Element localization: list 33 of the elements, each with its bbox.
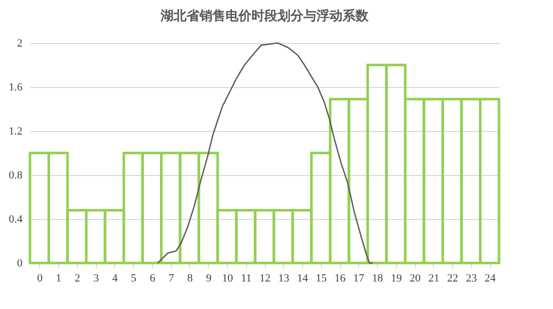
x-tick-label: 21 [428, 272, 440, 284]
x-tick-label: 3 [93, 272, 100, 284]
x-tick-label: 15 [316, 272, 328, 284]
x-tick-label: 7 [168, 272, 174, 284]
y-tick-label: 1.6 [8, 82, 23, 94]
x-tick-label: 13 [278, 272, 290, 284]
x-tick-label: 18 [372, 272, 384, 284]
y-tick-label: 2 [17, 38, 22, 50]
x-tick-label: 10 [222, 272, 234, 284]
x-tick-label: 6 [150, 272, 156, 284]
x-tick-label: 0 [37, 272, 44, 284]
x-tick-label: 9 [206, 272, 212, 284]
x-tick-label: 23 [466, 272, 478, 284]
y-tick-label: 0.8 [8, 170, 23, 182]
x-tick-label: 1 [56, 272, 62, 284]
x-tick-label: 11 [240, 272, 252, 284]
x-tick-label: 4 [112, 272, 118, 284]
y-tick-label: 1.2 [8, 126, 22, 138]
line-series [157, 42, 374, 264]
x-tick-label: 5 [130, 272, 137, 284]
x-tick-label: 19 [390, 272, 402, 284]
x-tick-label: 2 [74, 272, 80, 284]
chart-title: 湖北省销售电价时段划分与浮动系数 [160, 8, 370, 24]
x-tick-label: 14 [297, 272, 309, 284]
x-tick-label: 24 [484, 272, 496, 284]
x-tick-label: 17 [353, 272, 365, 284]
y-tick-label: 0 [17, 258, 23, 270]
x-tick-label: 8 [187, 272, 194, 284]
x-tick-label: 16 [334, 272, 346, 284]
x-tick-label: 22 [447, 272, 458, 284]
y-tick-label: 0.4 [8, 214, 23, 226]
x-tick-label: 20 [410, 272, 422, 284]
x-tick-label: 12 [260, 272, 270, 284]
